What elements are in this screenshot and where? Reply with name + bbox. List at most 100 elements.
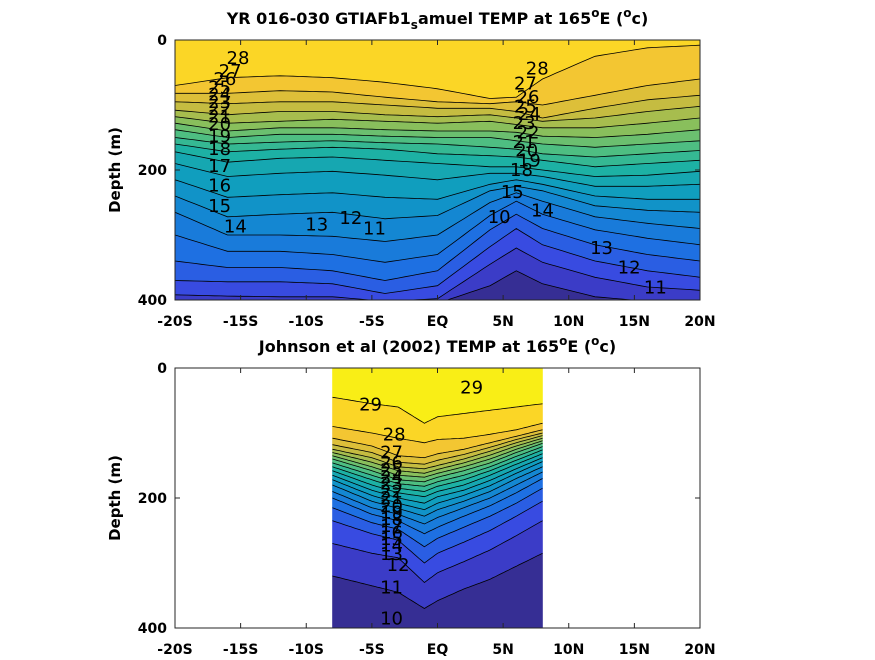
contour-label: 22 bbox=[517, 122, 540, 143]
contour-label: 14 bbox=[531, 200, 554, 221]
y-tick-label: 200 bbox=[138, 491, 167, 507]
isotherm-29 bbox=[332, 396, 543, 424]
contour-label: 24 bbox=[518, 104, 541, 125]
isotherm-17 bbox=[175, 179, 700, 200]
contour-label: 23 bbox=[380, 474, 403, 495]
isotherm-27 bbox=[332, 429, 543, 459]
contour-label: 13 bbox=[590, 238, 613, 259]
contour-label: 11 bbox=[644, 278, 667, 299]
x-tick-label: 10N bbox=[553, 314, 584, 328]
contour-label: 29 bbox=[460, 378, 483, 399]
isotherm-22 bbox=[332, 443, 543, 483]
contour-label: 28 bbox=[526, 59, 549, 80]
contour-label: 16 bbox=[380, 522, 403, 543]
contour-label: 20 bbox=[208, 114, 231, 135]
contour-label: 16 bbox=[208, 176, 231, 197]
isotherm-27 bbox=[175, 78, 700, 106]
contour-label: 15 bbox=[380, 529, 403, 550]
isotherm-12 bbox=[332, 500, 543, 564]
y-tick-label: 400 bbox=[138, 621, 167, 637]
x-tick-label: 10N bbox=[553, 642, 584, 656]
isotherm-23 bbox=[175, 122, 700, 138]
isotherm-20 bbox=[332, 449, 543, 492]
contour-label: 22 bbox=[208, 99, 231, 120]
isotherm-26 bbox=[175, 94, 700, 119]
contour-label: 26 bbox=[213, 69, 236, 90]
x-tick-label: -20S bbox=[157, 642, 192, 656]
contour-label: 18 bbox=[380, 509, 403, 530]
y-tick-label: 400 bbox=[138, 293, 167, 309]
contour-label: 27 bbox=[219, 61, 242, 82]
isotherm-14 bbox=[332, 478, 543, 535]
contour-label: 24 bbox=[380, 467, 403, 488]
contour-label: 11 bbox=[380, 578, 403, 599]
y-tick-label: 200 bbox=[138, 163, 167, 179]
contour-label: 20 bbox=[380, 496, 403, 517]
contour-field bbox=[175, 40, 700, 300]
isotherm-10 bbox=[332, 552, 543, 609]
isotherm-25 bbox=[332, 435, 543, 470]
x-tick-label: 15N bbox=[619, 314, 650, 328]
contour-label: 27 bbox=[380, 443, 403, 464]
x-tick-label: EQ bbox=[427, 642, 449, 656]
x-tick-label: -5S bbox=[359, 642, 385, 656]
isotherm-18 bbox=[332, 457, 543, 504]
isotherm-15 bbox=[332, 471, 543, 525]
x-tick-label: 5N bbox=[492, 314, 513, 328]
isotherm-28 bbox=[175, 44, 700, 99]
contour-label: 12 bbox=[339, 208, 362, 229]
chart-title: YR 016-030 GTIAFb1samuel TEMP at 165oE (… bbox=[226, 6, 649, 32]
contour-label: 29 bbox=[359, 394, 382, 415]
contour-label: 12 bbox=[387, 555, 410, 576]
isotherm-28 bbox=[332, 422, 543, 444]
contour-label: 14 bbox=[380, 535, 403, 556]
contour-label: 24 bbox=[208, 85, 231, 106]
contour-label: 25 bbox=[514, 96, 537, 117]
contour-label: 18 bbox=[208, 139, 231, 160]
isotherm-18 bbox=[175, 163, 700, 187]
x-tick-label: -10S bbox=[289, 642, 324, 656]
contour-label: 12 bbox=[618, 258, 641, 279]
isotherm-11 bbox=[332, 520, 543, 584]
chart-panel-observations: 29 29 28 27 26 25 24 23 22 21 20 19 18 17 16 15 14 13 12 11… bbox=[0, 328, 875, 658]
contour-label: 21 bbox=[513, 132, 536, 153]
isotherm-12 bbox=[175, 228, 700, 294]
isotherm-19 bbox=[175, 151, 700, 177]
contour-label: 13 bbox=[305, 215, 328, 236]
y-tick-label: 0 bbox=[157, 33, 167, 49]
contour-label: 18 bbox=[510, 160, 533, 181]
contour-label: 25 bbox=[380, 460, 403, 481]
x-tick-label: -15S bbox=[223, 642, 258, 656]
isotherm-19 bbox=[332, 453, 543, 498]
contour-label: 10 bbox=[488, 207, 511, 228]
x-tick-label: 20N bbox=[684, 314, 715, 328]
x-tick-label: -15S bbox=[223, 314, 258, 328]
contour-label: 22 bbox=[380, 482, 403, 503]
contour-label: 19 bbox=[208, 126, 231, 147]
isotherm-13 bbox=[175, 213, 700, 281]
y-tick-label: 0 bbox=[157, 361, 167, 377]
contour-label: 15 bbox=[501, 182, 524, 203]
contour-label: 10 bbox=[380, 608, 403, 629]
isotherm-16 bbox=[175, 185, 700, 220]
contour-label: 21 bbox=[380, 488, 403, 509]
isotherm-22 bbox=[175, 129, 700, 148]
isotherm-20 bbox=[175, 143, 700, 168]
contour-chart-observations: 2929282726252423222120191817161514131211… bbox=[106, 334, 716, 658]
contour-label: 15 bbox=[208, 196, 231, 217]
contour-label: 25 bbox=[208, 77, 231, 98]
contour-label: 21 bbox=[208, 107, 231, 128]
isotherm-21 bbox=[175, 137, 700, 158]
contour-label: 23 bbox=[208, 92, 231, 113]
contour-label: 27 bbox=[514, 74, 537, 95]
isotherm-24 bbox=[175, 116, 700, 129]
contour-field bbox=[332, 368, 543, 628]
y-axis-label: Depth (m) bbox=[106, 455, 124, 541]
contour-label: 20 bbox=[515, 141, 538, 162]
contour-label: 23 bbox=[513, 113, 536, 134]
isotherm-16 bbox=[332, 466, 543, 517]
x-tick-label: 20N bbox=[684, 642, 715, 656]
contour-label: 26 bbox=[517, 87, 540, 108]
contour-label: 19 bbox=[518, 150, 541, 171]
